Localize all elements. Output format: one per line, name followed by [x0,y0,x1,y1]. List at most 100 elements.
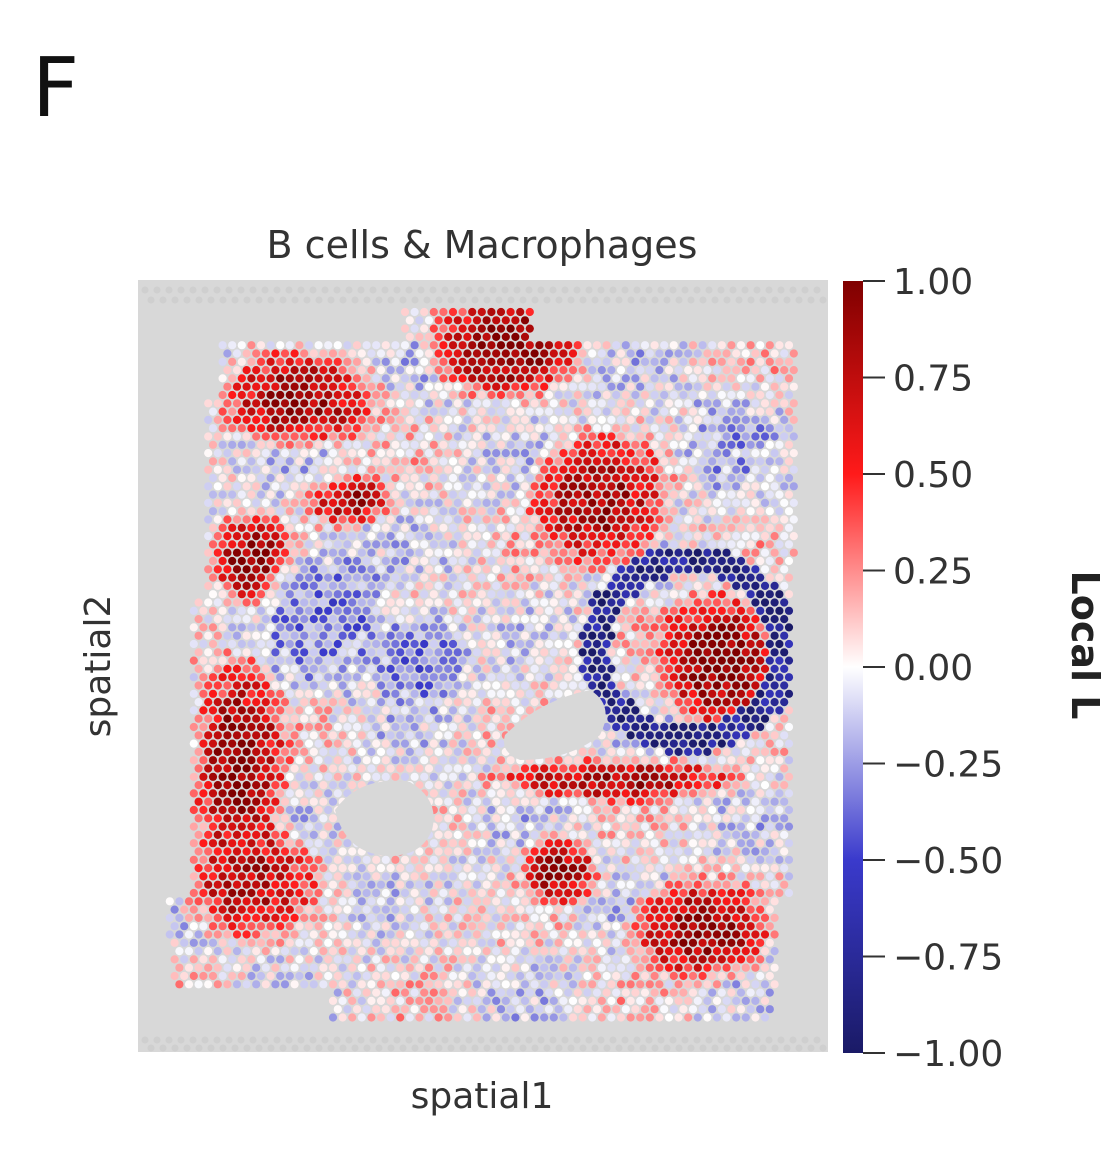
spot [237,756,246,765]
spot [756,590,765,599]
spot [271,498,280,507]
spot [544,805,554,815]
spot [568,465,578,474]
spot [612,490,621,499]
spot [400,1005,410,1014]
spot [712,465,722,474]
spot [400,756,410,765]
spot [343,988,352,997]
spot [328,797,338,806]
spot [372,988,381,997]
spot [429,424,438,433]
spot [434,980,443,989]
spot [636,498,645,507]
spot [463,615,472,624]
spot [708,440,717,449]
spot [405,449,414,458]
spot [688,473,698,483]
spot [592,540,602,549]
spot [516,540,525,549]
spot [784,473,794,483]
spot [717,407,726,416]
spot [261,913,270,923]
spot [703,598,712,607]
spot [722,714,731,723]
spot [688,955,698,964]
spot [439,888,448,898]
spot [276,606,285,615]
spot [712,532,722,541]
spot [770,681,779,690]
spot [232,913,242,923]
spot [256,722,266,732]
spot [242,664,251,674]
spot [314,374,323,383]
spot [751,465,760,474]
spot [199,623,208,632]
spot [434,432,443,441]
spot [655,664,664,674]
spot [372,407,381,416]
spot [751,830,760,840]
spot [463,980,472,989]
spot [472,698,482,707]
spot [530,996,539,1006]
spot [357,382,366,391]
spot [218,673,227,682]
spot [660,440,669,449]
spot [573,639,582,649]
spot [492,316,501,325]
spot [756,805,765,815]
spot [333,606,342,615]
spot [669,556,678,566]
spot [592,839,602,848]
spot [703,930,712,939]
spot [732,432,741,441]
spot [487,623,496,632]
spot [741,366,750,375]
spot [338,913,347,923]
spot [520,581,530,591]
spot [674,648,683,657]
spot [612,689,621,698]
spot [597,482,606,491]
spot [664,631,674,640]
spot [636,947,645,956]
spot [516,922,525,931]
spot [496,689,506,698]
spot [208,407,218,416]
spot [300,631,309,640]
spot [276,822,285,831]
spot [496,822,506,831]
spot [511,382,520,391]
spot [290,598,299,607]
spot [482,316,491,325]
spot [237,523,246,532]
spot [252,382,261,391]
spot [396,366,405,375]
spot [544,922,554,931]
spot [511,548,520,557]
spot [391,955,400,964]
spot [568,482,578,491]
spot [760,797,770,806]
spot [199,673,208,682]
spot [348,897,357,906]
spot [664,581,674,591]
spot [352,473,362,483]
spot [708,805,717,815]
spot [492,565,501,574]
spot [242,930,251,939]
spot [698,639,707,649]
spot [520,947,530,956]
spot [276,839,285,848]
spot [381,473,390,483]
spot [333,888,342,898]
spot [746,756,755,765]
spot [607,465,616,474]
spot [472,498,482,507]
spot [717,473,726,483]
spot [271,615,280,624]
spot [242,366,251,375]
spot [770,615,779,624]
